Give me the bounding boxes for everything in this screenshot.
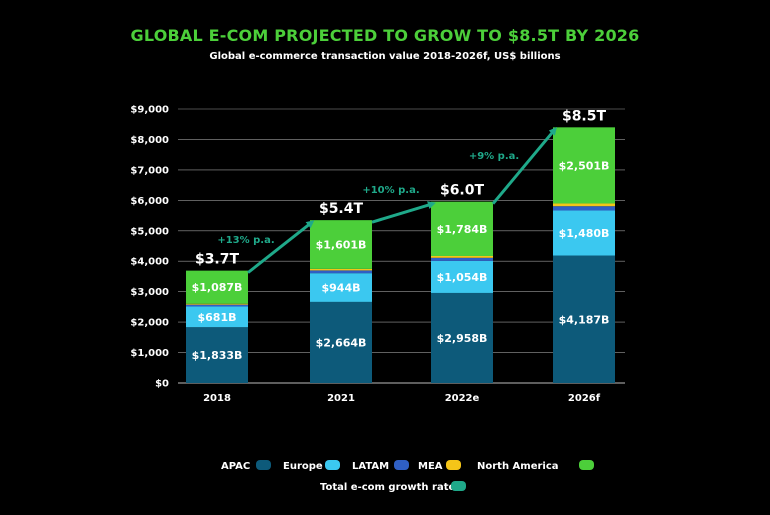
legend-label: APAC (221, 461, 250, 472)
segment-value-label: $944B (322, 282, 361, 295)
total-value-label: $3.7T (195, 252, 240, 268)
x-tick-label: 2022e (445, 393, 480, 404)
total-value-label: $6.0T (440, 183, 485, 199)
bar-segment (553, 255, 615, 383)
bar-segment (553, 127, 615, 204)
legend-label: North America (477, 461, 559, 472)
y-tick-label: $6,000 (130, 196, 169, 207)
total-value-label: $8.5T (562, 108, 607, 124)
y-tick-label: $2,000 (130, 318, 169, 329)
bar-segment (431, 257, 493, 261)
total-value-label: $5.4T (319, 201, 364, 217)
segment-value-label: $1,054B (437, 271, 488, 284)
segment-value-label: $2,664B (316, 336, 367, 349)
bar-segment (186, 306, 248, 328)
legend-swatch (579, 460, 594, 470)
y-tick-label: $9,000 (130, 105, 169, 116)
growth-rate-label: +13% p.a. (217, 235, 274, 246)
growth-arrow (491, 127, 557, 205)
bar-segment (310, 301, 372, 383)
bar-segment (431, 260, 493, 293)
legend-label: MEA (418, 461, 443, 472)
x-tick-label: 2026f (568, 393, 601, 404)
bar-segment (310, 273, 372, 302)
segment-value-label: $4,187B (559, 313, 610, 326)
chart-title: GLOBAL E-COM PROJECTED TO GROW TO $8.5T … (130, 26, 640, 45)
legend-swatch (256, 460, 271, 470)
segment-value-label: $1,087B (192, 281, 243, 294)
segment-value-label: $1,480B (559, 227, 610, 240)
legend-swatch (451, 481, 466, 491)
growth-arrow (247, 220, 315, 274)
bar-segment (186, 327, 248, 383)
bar-segment (553, 210, 615, 256)
segment-value-label: $681B (198, 311, 237, 324)
segment-value-label: $1,601B (316, 239, 367, 252)
growth-arrow (371, 201, 436, 224)
bar-segment (186, 304, 248, 307)
bar-segment (186, 303, 248, 305)
legend-label: LATAM (352, 461, 389, 472)
bar-segment (310, 268, 372, 271)
bar-segment (431, 255, 493, 258)
bar-segment (310, 270, 372, 274)
y-tick-label: $1,000 (130, 348, 169, 359)
x-tick-label: 2021 (327, 393, 355, 404)
growth-rate-label: +9% p.a. (469, 151, 519, 162)
y-tick-label: $8,000 (130, 135, 169, 146)
bar-segment (186, 270, 248, 304)
segment-value-label: $2,501B (559, 159, 610, 172)
bar-segment (310, 220, 372, 269)
segment-value-label: $1,784B (437, 223, 488, 236)
y-tick-label: $5,000 (130, 226, 169, 237)
y-tick-label: $7,000 (130, 165, 169, 176)
legend-label: Total e-com growth rate (320, 482, 455, 493)
bar-segment (553, 206, 615, 211)
legend-swatch (394, 460, 409, 470)
bar-segment (431, 201, 493, 256)
y-tick-label: $0 (155, 379, 169, 390)
legend-label: Europe (283, 461, 323, 472)
legend-swatch (325, 460, 340, 470)
bar-segment (431, 292, 493, 383)
y-tick-label: $3,000 (130, 287, 169, 298)
segment-value-label: $1,833B (192, 349, 243, 362)
growth-rate-label: +10% p.a. (362, 185, 419, 196)
legend-swatch (446, 460, 461, 470)
segment-value-label: $2,958B (437, 332, 488, 345)
bar-segment (553, 203, 615, 207)
x-tick-label: 2018 (203, 393, 231, 404)
chart-subtitle: Global e-commerce transaction value 2018… (209, 51, 561, 62)
y-tick-label: $4,000 (130, 257, 169, 268)
